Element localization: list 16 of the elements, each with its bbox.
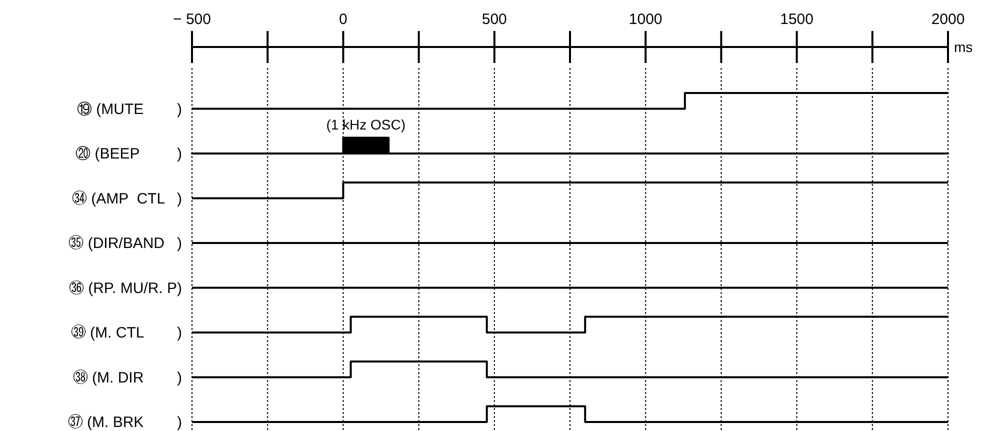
series-label: ㊴ (M. CTL ): [70, 324, 182, 342]
series-label: ㊳ (M. DIR ): [72, 369, 182, 386]
series-label: ㊱ (RP. MU/R. P): [68, 280, 182, 297]
annotation: (1 kHz OSC): [326, 116, 406, 132]
series-label: ㉟ (DIR/BAND ): [68, 235, 182, 252]
x-tick-label: 1500: [780, 11, 814, 28]
x-tick-label: 0: [339, 11, 348, 28]
x-tick-label: − 500: [173, 11, 211, 28]
series-label: ⑲ (MUTE ): [77, 100, 182, 118]
x-tick-label: 2000: [931, 11, 965, 28]
x-axis-title: ms: [954, 39, 973, 55]
series-label: ⑳ (BEEP ): [76, 146, 182, 163]
series-label: ㉞ (AMP CTL ): [72, 190, 182, 208]
x-tick-label: 1000: [628, 11, 662, 28]
x-tick-label: 500: [482, 11, 507, 28]
series-label: ㊲ (M. BRK ): [68, 414, 182, 431]
